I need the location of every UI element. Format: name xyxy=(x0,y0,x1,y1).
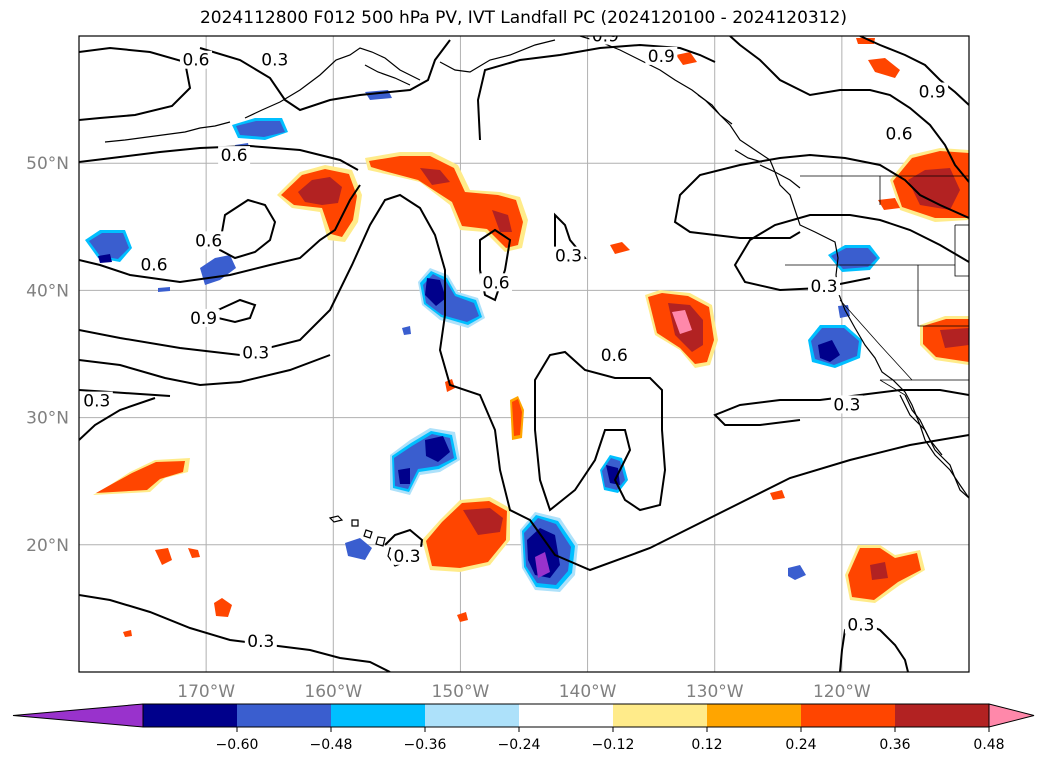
contour-label: 0.6 xyxy=(140,256,167,276)
contour-label-bg xyxy=(598,345,631,364)
contour-label-bg xyxy=(192,231,225,250)
neg-blob-hawaii-east xyxy=(520,512,578,592)
pos-blob-small xyxy=(123,38,900,637)
contour-label: 0.9 xyxy=(190,309,217,329)
contour-label: 0.6 xyxy=(195,231,222,251)
contour-label-bg xyxy=(391,546,424,565)
colorbar-extend-high xyxy=(988,703,1035,728)
contour-label: 0.3 xyxy=(811,277,838,297)
lat-tick-label: 20°N xyxy=(26,536,69,556)
colorbar-outline xyxy=(142,703,990,728)
colorbar-segment xyxy=(613,704,707,727)
colorbar-segment xyxy=(801,704,895,727)
pos-blob-hawaii-ne xyxy=(422,497,510,572)
contour-label-bg xyxy=(244,632,277,651)
colorbar-tick-label: 0.48 xyxy=(973,737,1004,753)
map-frame xyxy=(78,35,970,673)
contour-label-bg xyxy=(645,46,678,65)
neg-blob-west xyxy=(85,230,132,263)
pos-blob-east xyxy=(920,316,969,365)
contour-label: 0.6 xyxy=(182,51,209,71)
contour-label-bg xyxy=(830,395,863,414)
contour-label: 0.3 xyxy=(394,547,421,567)
lat-tick-label: 40°N xyxy=(26,281,69,301)
colorbar-tick-label: −0.48 xyxy=(310,737,353,753)
neg-blob-center xyxy=(600,455,628,493)
colorbar-segment xyxy=(237,704,331,727)
colorbar-tick-label: −0.24 xyxy=(498,737,541,753)
pos-blob-aleutian xyxy=(277,165,362,242)
lat-tick-label: 50°N xyxy=(26,154,69,174)
contour-label-bg xyxy=(480,273,513,292)
lon-tick-label: 140°W xyxy=(559,682,617,702)
colorbar-segment xyxy=(895,704,989,727)
colorbar-segment xyxy=(707,704,801,727)
contour-label-bg xyxy=(138,255,171,274)
colorbar-segment xyxy=(519,704,613,727)
lat-tick-label: 30°N xyxy=(26,409,69,429)
contour-label: 0.9 xyxy=(592,27,619,47)
neg-blob-north-central xyxy=(418,268,485,328)
contour-label-bg xyxy=(187,308,220,327)
contour-label-bg xyxy=(589,36,622,45)
pos-blob-northwest-canada xyxy=(890,148,969,222)
latitude-tick-labels: 20°N 30°N 40°N 50°N xyxy=(26,154,69,556)
contour-label-bg xyxy=(552,246,585,265)
colorbar: −0.60 −0.48 −0.36 −0.24 −0.12 0.12 0.24 0.36 0.4… xyxy=(12,703,1035,753)
contour-label-bg xyxy=(258,50,291,69)
colorbar-segment xyxy=(143,704,237,727)
pos-blob-central xyxy=(645,290,718,368)
map-title: 2024112800 F012 500 hPa PV, IVT Landfall… xyxy=(199,8,847,28)
contour-label: 0.3 xyxy=(247,632,274,652)
pos-blob-southeast xyxy=(845,545,925,603)
contour-label-bg xyxy=(808,277,841,296)
pos-blob-sw xyxy=(93,458,190,495)
colorbar-tick-label: −0.12 xyxy=(592,737,635,753)
contour-label: 0.6 xyxy=(483,273,510,293)
contour-label: 0.3 xyxy=(261,51,288,71)
contour-label-bg xyxy=(179,50,212,69)
lon-tick-label: 160°W xyxy=(304,682,362,702)
pos-blob-gulf-alaska xyxy=(365,152,528,252)
pv-anomaly-fills xyxy=(85,38,969,637)
contour-labels: 0.6 0.3 0.9 0.9 0.9 0.6 0.6 0.6 0.6 0.3 0.6 0.3 0.9 0… xyxy=(80,27,949,652)
contour-label: 0.9 xyxy=(648,47,675,67)
contour-label-bg xyxy=(883,124,916,143)
neg-blob-aleutian-small xyxy=(200,90,392,285)
contour-label: 0.6 xyxy=(886,124,913,144)
contour-label: 0.3 xyxy=(833,395,860,415)
contour-label-bg xyxy=(916,82,949,101)
contour-label: 0.3 xyxy=(83,392,110,412)
colorbar-tick-label: 0.12 xyxy=(691,737,722,753)
contour-label-bg xyxy=(80,391,113,410)
contour-label: 0.3 xyxy=(242,343,269,363)
lon-tick-label: 120°W xyxy=(813,682,871,702)
contour-label-bg xyxy=(239,343,272,362)
lon-tick-label: 130°W xyxy=(686,682,744,702)
contour-label: 0.9 xyxy=(919,83,946,103)
contour-label: 0.6 xyxy=(601,346,628,366)
colorbar-tick-label: 0.36 xyxy=(879,737,910,753)
neg-blob-central-south xyxy=(390,428,460,495)
neg-blob-small xyxy=(158,287,850,580)
contour-label: 0.3 xyxy=(555,247,582,267)
colorbar-tick-label: −0.36 xyxy=(404,737,447,753)
colorbar-segment xyxy=(331,704,425,727)
lon-tick-label: 170°W xyxy=(177,682,235,702)
colorbar-extend-low xyxy=(12,703,144,728)
colorbar-tick-label: −0.60 xyxy=(216,737,259,753)
colorbar-tick-label: 0.24 xyxy=(785,737,816,753)
contour-label-bg xyxy=(218,146,251,165)
longitude-tick-labels: 170°W 160°W 150°W 140°W 130°W 120°W xyxy=(177,682,871,702)
contour-label-bg xyxy=(844,615,877,634)
contour-label: 0.3 xyxy=(847,615,874,635)
lon-tick-label: 150°W xyxy=(432,682,490,702)
state-borders xyxy=(785,175,969,396)
colorbar-segment xyxy=(425,704,519,727)
contour-label: 0.6 xyxy=(221,146,248,166)
